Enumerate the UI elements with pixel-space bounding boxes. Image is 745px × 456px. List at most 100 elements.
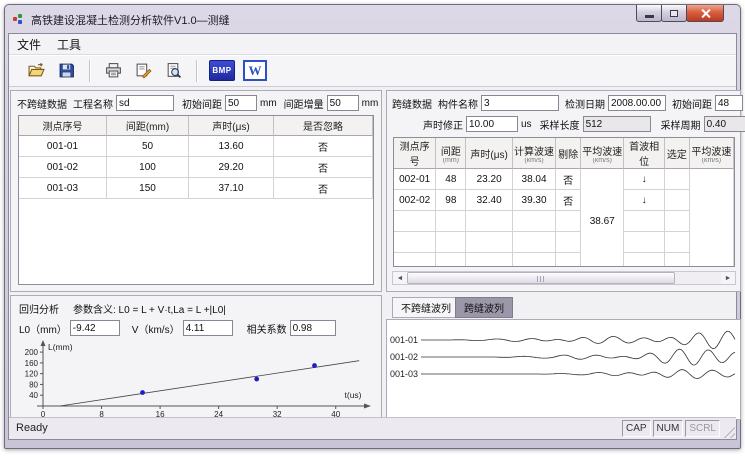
sample-period-field[interactable] — [703, 116, 745, 132]
v-label: V（km/s） — [131, 324, 180, 336]
table-cell[interactable]: 98 — [436, 190, 467, 211]
component-name-input[interactable] — [481, 95, 559, 111]
spacing-increment-input[interactable] — [326, 95, 359, 111]
table-cell[interactable]: 29.20 — [189, 157, 274, 178]
minimize-button[interactable] — [636, 5, 662, 22]
table-cell[interactable]: 001-01 — [19, 136, 107, 157]
table-cell[interactable] — [690, 211, 734, 232]
export-bmp-button[interactable]: BMP — [209, 60, 235, 81]
table-cell[interactable] — [581, 232, 625, 253]
trace-label: 001-01 — [390, 335, 418, 345]
table-cell[interactable] — [690, 190, 734, 211]
table-cell[interactable] — [466, 232, 513, 253]
tab-non-crossjoint-waves[interactable]: 不跨缝波列 — [392, 297, 460, 318]
menu-item-tools[interactable]: 工具 — [57, 37, 82, 52]
open-file-button[interactable] — [23, 58, 49, 84]
table-cell[interactable] — [690, 253, 734, 266]
table-cell[interactable] — [394, 253, 437, 266]
initial-spacing-input[interactable] — [225, 95, 257, 111]
svg-text:80: 80 — [29, 380, 38, 389]
table-cell[interactable] — [556, 232, 582, 253]
table-cell[interactable] — [665, 253, 690, 266]
table-cell[interactable]: 38.67 — [581, 211, 625, 232]
table-cell[interactable] — [690, 169, 734, 190]
menu-item-file[interactable]: 文件 — [17, 37, 42, 52]
scrollbar-thumb[interactable] — [407, 272, 675, 284]
test-date-input[interactable] — [608, 95, 666, 111]
table-cell[interactable]: 13.60 — [189, 136, 274, 157]
v-input[interactable] — [182, 320, 233, 336]
table-cell[interactable]: 37.10 — [189, 178, 274, 199]
table-cell[interactable] — [394, 232, 437, 253]
scroll-left-arrow[interactable]: ◄ — [393, 272, 407, 284]
status-message: Ready — [16, 422, 48, 434]
sample-length-field[interactable] — [582, 116, 651, 132]
table-cell[interactable]: 50 — [107, 136, 189, 157]
table-cell[interactable] — [581, 190, 625, 211]
table-cell[interactable] — [466, 211, 513, 232]
table-cell[interactable] — [581, 253, 625, 266]
table-cell[interactable] — [556, 253, 582, 266]
table-cell[interactable]: 002-02 — [394, 190, 437, 211]
table-cell[interactable] — [664, 169, 690, 190]
table-cell[interactable] — [436, 232, 467, 253]
table-cell[interactable]: 否 — [556, 169, 582, 190]
correlation-label: 相关系数 — [246, 324, 287, 336]
print-preview-button[interactable] — [160, 58, 186, 84]
table-cell[interactable] — [512, 232, 557, 253]
project-name-input[interactable] — [116, 95, 174, 111]
l0-input[interactable] — [69, 320, 120, 336]
initial-spacing-input[interactable] — [715, 95, 743, 111]
print-setup-button[interactable] — [130, 58, 156, 84]
table-cell[interactable] — [436, 211, 467, 232]
column-header: 测点序号 — [394, 138, 437, 169]
table-cell[interactable]: 100 — [107, 157, 189, 178]
title-bar[interactable]: 高铁建设混凝土检测分析软件V1.0—测缝 — [5, 5, 740, 33]
table-cell[interactable] — [664, 211, 690, 232]
table-cell[interactable]: 38.04 — [512, 169, 557, 190]
table-cell[interactable]: 001-02 — [19, 157, 107, 178]
correlation-input[interactable] — [289, 320, 336, 336]
table-cell[interactable]: 39.30 — [512, 190, 557, 211]
table-cell[interactable] — [436, 253, 467, 266]
horizontal-scrollbar[interactable]: ◄ ► — [392, 271, 736, 285]
table-cell[interactable]: 否 — [556, 190, 582, 211]
column-header: 测点序号 — [19, 116, 107, 136]
table-cell[interactable]: 23.20 — [466, 169, 513, 190]
table-cell[interactable]: 001-03 — [19, 178, 107, 199]
table-cell[interactable]: ↓ — [624, 190, 665, 211]
column-header: 选定 — [664, 138, 690, 169]
maximize-button[interactable] — [661, 5, 687, 22]
scrollbar-track[interactable] — [675, 272, 721, 284]
table-cell[interactable] — [624, 232, 665, 253]
table-cell[interactable] — [512, 211, 557, 232]
table-cell[interactable]: ↓ — [624, 169, 665, 190]
resize-grip[interactable] — [721, 424, 735, 438]
table-cell[interactable]: 32.40 — [466, 190, 513, 211]
table-cell[interactable] — [466, 253, 513, 266]
table-cell[interactable]: 否 — [274, 136, 373, 157]
time-correction-input[interactable] — [466, 116, 518, 132]
print-preview-icon — [167, 63, 181, 79]
table-cell[interactable] — [556, 211, 582, 232]
table-cell[interactable] — [394, 211, 437, 232]
table-cell[interactable] — [664, 190, 690, 211]
table-cell[interactable]: 150 — [107, 178, 189, 199]
table-cell[interactable] — [690, 232, 734, 253]
waveform-display: 001-01 001-02 001-03 — [386, 319, 741, 420]
table-cell[interactable]: 48 — [436, 169, 467, 190]
table-cell[interactable] — [624, 211, 665, 232]
table-cell[interactable] — [664, 232, 690, 253]
export-word-button[interactable]: W — [243, 60, 267, 81]
save-button[interactable] — [53, 58, 79, 84]
table-cell[interactable]: 否 — [274, 178, 373, 199]
table-cell[interactable] — [581, 169, 625, 190]
scroll-right-arrow[interactable]: ► — [721, 272, 735, 284]
table-cell[interactable] — [513, 253, 557, 266]
table-cell[interactable] — [624, 253, 665, 266]
table-cell[interactable]: 否 — [274, 157, 373, 178]
table-cell[interactable]: 002-01 — [394, 169, 437, 190]
print-button[interactable] — [100, 58, 126, 84]
close-button[interactable] — [686, 5, 724, 22]
tab-crossjoint-waves[interactable]: 跨缝波列 — [455, 297, 513, 318]
